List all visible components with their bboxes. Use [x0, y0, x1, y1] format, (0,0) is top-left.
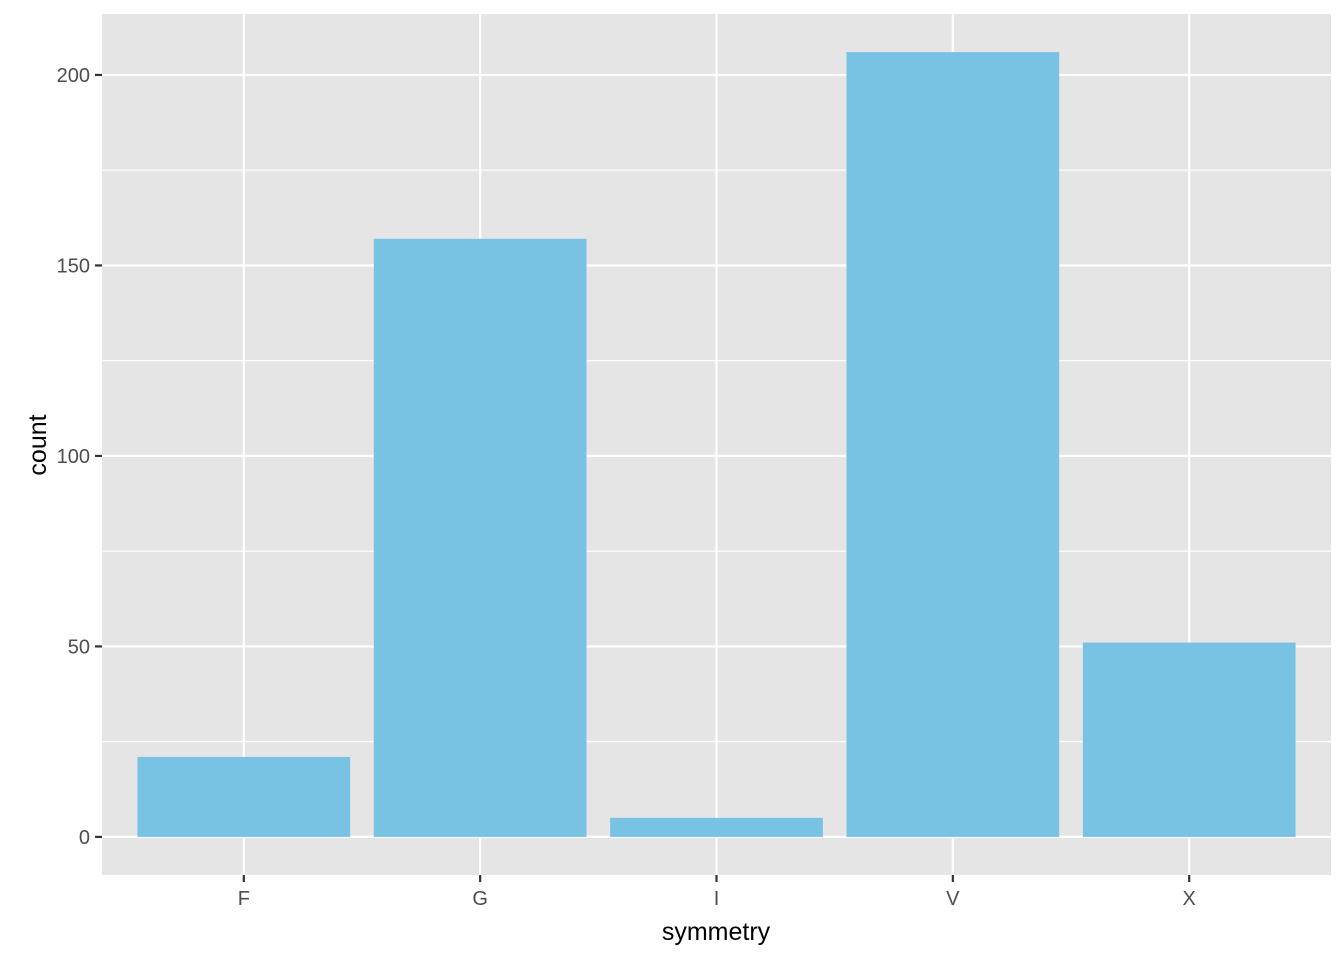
bar-V — [846, 52, 1060, 837]
bars — [137, 52, 1296, 837]
bar-I — [610, 817, 823, 837]
x-tick-label: I — [714, 888, 720, 910]
x-axis-title: symmetry — [662, 918, 771, 946]
y-tick-label: 150 — [57, 255, 90, 277]
x-tick-label: F — [238, 888, 250, 910]
y-axis-ticks: 0 50 100 150 200 — [57, 65, 102, 849]
x-tick-label: X — [1183, 888, 1196, 910]
x-tick-label: V — [946, 888, 960, 910]
x-tick-label: G — [472, 888, 488, 910]
bar-X — [1082, 642, 1296, 837]
y-axis-title: count — [24, 414, 52, 475]
y-tick-label: 200 — [57, 65, 90, 87]
bar-F — [137, 756, 351, 837]
y-tick-label: 50 — [68, 636, 90, 658]
y-tick-label: 0 — [79, 827, 90, 849]
bar-G — [373, 238, 587, 837]
y-tick-label: 100 — [57, 446, 90, 468]
